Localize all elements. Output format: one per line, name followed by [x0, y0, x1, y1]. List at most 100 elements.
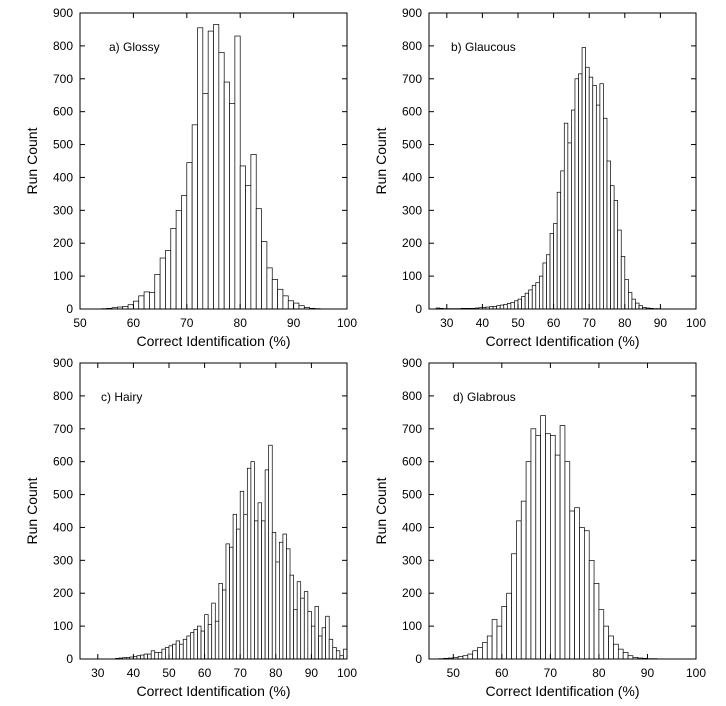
- y-tick-label: 800: [53, 389, 73, 403]
- y-tick-label: 700: [53, 72, 73, 86]
- y-tick-label: 100: [53, 619, 73, 633]
- x-tick-label: 40: [476, 316, 490, 330]
- y-tick-label: 100: [402, 619, 422, 633]
- histogram-bar: [510, 302, 515, 310]
- histogram-bar: [202, 93, 209, 310]
- histogram-bar: [182, 638, 188, 660]
- y-axis-title: Run Count: [373, 477, 389, 544]
- y-tick-label: 700: [402, 422, 422, 436]
- histogram-bar: [592, 85, 597, 310]
- histogram-bar: [168, 645, 173, 660]
- histogram-bar: [154, 274, 161, 310]
- histogram-bar: [197, 27, 204, 310]
- histogram-bar: [140, 654, 145, 660]
- y-tick-label: 200: [402, 586, 422, 600]
- histogram-bar: [569, 510, 575, 660]
- histogram-bar: [482, 642, 488, 660]
- histogram-bar: [598, 609, 605, 660]
- histogram-bar: [546, 254, 551, 310]
- histogram-bar: [287, 300, 294, 310]
- x-tick-label: 50: [447, 666, 461, 680]
- histogram-bar: [579, 527, 585, 660]
- y-tick-label: 300: [402, 553, 422, 567]
- histogram-bar: [631, 298, 636, 310]
- histogram-bar: [293, 302, 300, 310]
- histogram-bar: [222, 589, 227, 660]
- histogram-bar: [620, 256, 626, 310]
- y-tick-label: 700: [53, 422, 73, 436]
- histogram-bar: [503, 304, 508, 310]
- histogram-bar: [218, 583, 223, 660]
- x-tick-label: 60: [547, 316, 561, 330]
- histogram-bar: [553, 223, 558, 310]
- histogram-bar: [245, 185, 252, 310]
- histogram-bar: [539, 275, 544, 310]
- histogram-bar: [588, 76, 594, 310]
- histogram-bar: [282, 533, 287, 660]
- y-tick-label: 800: [402, 389, 422, 403]
- histogram-bar: [236, 528, 241, 660]
- histogram-bar: [554, 454, 561, 660]
- histogram-bar: [147, 653, 152, 660]
- chart-panel-2: 30 40 50 60 70 80 90 100 0 100 200 300 400 500 600 700 8…: [24, 356, 357, 699]
- histogram-bar: [321, 627, 326, 660]
- histogram-bar: [556, 191, 562, 310]
- x-tick-label: 100: [337, 316, 357, 330]
- histogram-bar: [501, 606, 508, 660]
- histogram-bar: [574, 78, 579, 310]
- histogram-bar: [567, 142, 572, 310]
- y-tick-label: 500: [53, 138, 73, 152]
- y-tick-label: 300: [53, 203, 73, 217]
- x-axis-title: Correct Identification (%): [485, 683, 639, 699]
- histogram-bar: [234, 35, 241, 310]
- histogram-bar: [207, 30, 214, 310]
- histogram-bar: [127, 304, 134, 310]
- panel-label: b) Glaucous: [451, 40, 516, 54]
- histogram-bar: [610, 185, 615, 310]
- histogram-bar: [150, 650, 156, 660]
- histogram-bar: [300, 597, 305, 660]
- histogram-bar: [606, 160, 611, 310]
- y-tick-label: 0: [66, 652, 73, 666]
- histogram-bar: [318, 635, 323, 660]
- y-tick-label: 300: [53, 553, 73, 567]
- chart-panel-0: 50 60 70 80 90 100 0 100 200 300 400 500 600 700 800 90…: [24, 6, 357, 349]
- histogram-bar: [540, 415, 546, 660]
- histogram-bar: [257, 502, 262, 660]
- x-tick-label: 100: [686, 666, 706, 680]
- y-tick-label: 500: [402, 488, 422, 502]
- histogram-bar: [583, 530, 590, 660]
- histogram-bar: [549, 233, 554, 310]
- histogram-bar: [578, 73, 583, 310]
- histogram-bar: [255, 208, 262, 310]
- histogram-bar: [635, 302, 640, 310]
- histogram-bar: [246, 467, 252, 660]
- x-tick-label: 30: [440, 316, 454, 330]
- histogram-bar: [603, 117, 608, 310]
- y-tick-label: 600: [402, 105, 422, 119]
- histogram-bar: [200, 630, 205, 660]
- x-tick-label: 80: [618, 316, 632, 330]
- histogram-bar: [535, 282, 540, 310]
- histogram-bar: [617, 648, 624, 660]
- x-axis-title: Correct Identification (%): [136, 683, 290, 699]
- histogram-bar: [161, 648, 166, 660]
- histogram-bar: [286, 548, 291, 660]
- histogram-bar: [289, 574, 294, 660]
- x-tick-label: 90: [641, 666, 655, 680]
- histogram-bar: [275, 561, 280, 660]
- histogram-bar: [213, 24, 220, 310]
- y-tick-label: 900: [53, 356, 73, 370]
- y-tick-label: 800: [402, 39, 422, 53]
- x-tick-label: 70: [234, 666, 248, 680]
- x-tick-label: 80: [269, 666, 283, 680]
- histogram-bar: [191, 124, 198, 310]
- histogram-bar: [613, 643, 619, 660]
- histogram-bar: [277, 288, 284, 310]
- y-tick-label: 800: [53, 39, 73, 53]
- histogram-bar: [264, 469, 270, 660]
- histogram-bar: [279, 541, 284, 660]
- y-tick-label: 300: [402, 203, 422, 217]
- y-tick-label: 400: [402, 170, 422, 184]
- histogram-bar: [181, 195, 188, 310]
